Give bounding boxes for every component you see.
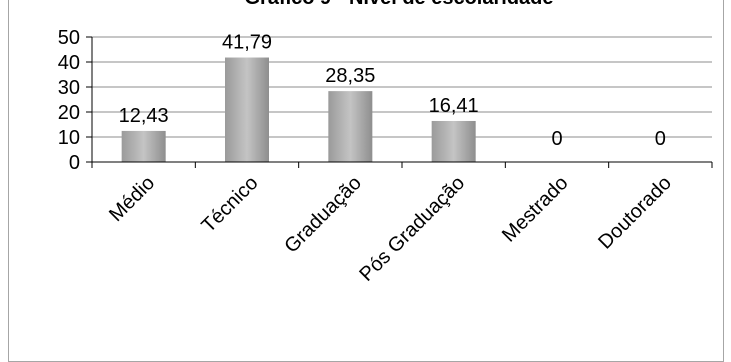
- category-label: Técnico: [197, 172, 262, 237]
- bar: [225, 57, 269, 162]
- axes: [86, 36, 713, 168]
- y-tick-label: 10: [58, 127, 80, 149]
- category-label: Doutorado: [594, 172, 676, 254]
- y-tick-label: 50: [58, 27, 80, 49]
- category-label: Pós Graduação: [355, 172, 469, 286]
- gridlines: [92, 36, 712, 138]
- bar: [121, 130, 166, 162]
- y-tick-label: 40: [58, 52, 80, 74]
- y-tick-label: 20: [58, 102, 80, 124]
- data-label: 0: [551, 128, 562, 150]
- y-tick-label: 30: [58, 77, 80, 99]
- y-tick-label: 0: [69, 152, 80, 174]
- category-label: Mestrado: [498, 172, 573, 247]
- data-label: 0: [655, 128, 666, 150]
- data-label: 41,79: [222, 32, 272, 54]
- data-label: 16,41: [429, 95, 479, 117]
- category-label: Graduação: [280, 172, 366, 258]
- bar: [328, 91, 373, 162]
- data-label: 12,43: [119, 105, 169, 127]
- bar: [431, 120, 476, 162]
- bar-chart: Gráfico 9 - Nível de escolaridade 0 10 20 3…: [58, 0, 713, 286]
- chart-title: Gráfico 9 - Nível de escolaridade: [244, 0, 553, 9]
- data-label: 28,35: [325, 65, 375, 87]
- category-label: Médio: [105, 172, 159, 226]
- chart-frame: [8, 0, 724, 362]
- bars: [121, 57, 476, 162]
